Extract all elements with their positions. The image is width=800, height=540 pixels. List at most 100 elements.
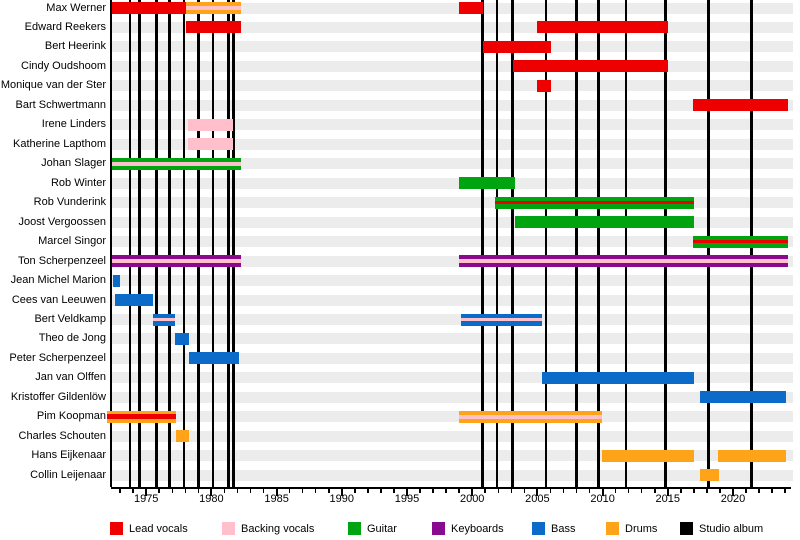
axis-minor-tick xyxy=(184,489,187,493)
axis-minor-tick xyxy=(706,489,708,493)
axis-minor-tick xyxy=(497,489,500,493)
member-row-band xyxy=(111,158,793,170)
role-bar xyxy=(187,118,233,131)
year-label: 1985 xyxy=(264,493,289,505)
member-label: Jan van Olffen xyxy=(35,371,106,384)
role-bar xyxy=(114,294,153,307)
member-row-band xyxy=(111,372,793,384)
member-label: Monique van der Ster xyxy=(0,79,106,92)
role-bar xyxy=(692,99,788,112)
axis-minor-tick xyxy=(314,489,317,493)
role-bar xyxy=(174,332,190,345)
axis-major-tick xyxy=(471,489,474,496)
axis-minor-tick xyxy=(640,489,643,493)
member-row-band xyxy=(111,177,793,189)
album-line xyxy=(544,0,548,487)
legend-label: Guitar xyxy=(367,523,397,535)
axis-minor-tick xyxy=(771,489,773,493)
legend-label: Studio album xyxy=(699,523,764,535)
axis-major-tick xyxy=(275,489,278,496)
member-label: Cees van Leeuwen xyxy=(11,293,106,306)
member-label: Jean Michel Marion xyxy=(10,274,106,287)
member-label: Rob Winter xyxy=(50,176,106,189)
role-bar xyxy=(107,410,176,423)
member-label: Collin Leijenaar xyxy=(30,468,106,481)
legend-swatch-backing xyxy=(222,522,235,535)
member-label: Theo de Jong xyxy=(38,332,106,345)
axis-major-tick xyxy=(406,489,408,496)
axis-major-tick xyxy=(210,489,213,496)
member-label: Bert Heerink xyxy=(44,40,106,53)
axis-minor-tick xyxy=(197,489,200,493)
year-label: 2010 xyxy=(590,493,615,505)
album-line xyxy=(155,0,158,487)
plot-left-border xyxy=(109,0,113,487)
axis-minor-tick xyxy=(367,489,369,493)
axis-minor-tick xyxy=(680,489,682,493)
member-row-band xyxy=(111,255,793,267)
secondary-role-stripe xyxy=(459,415,602,419)
axis-minor-tick xyxy=(549,489,552,493)
member-row-band xyxy=(111,411,793,423)
member-row-band xyxy=(111,138,793,150)
member-label: Bart Schwertmann xyxy=(15,98,106,111)
axis-minor-tick xyxy=(158,489,160,493)
axis-minor-tick xyxy=(575,489,578,493)
role-bar xyxy=(185,2,242,14)
member-label: Kristoffer Gildenlöw xyxy=(10,390,106,403)
axis-minor-tick xyxy=(614,489,617,493)
legend-swatch-bass xyxy=(532,522,545,535)
member-row-band xyxy=(111,2,793,14)
album-line xyxy=(664,0,667,487)
member-row-band xyxy=(111,333,793,345)
axis-minor-tick xyxy=(445,489,447,493)
axis-minor-tick xyxy=(262,489,265,493)
axis-major-tick xyxy=(145,489,148,496)
member-label: Bert Veldkamp xyxy=(34,313,106,326)
secondary-role-stripe xyxy=(112,162,242,166)
axis-minor-tick xyxy=(132,489,134,493)
album-line xyxy=(197,0,200,487)
member-label: Rob Vunderink xyxy=(33,196,106,209)
role-bar xyxy=(692,235,788,248)
axis-minor-tick xyxy=(119,489,121,493)
role-bar xyxy=(483,40,552,53)
role-bar xyxy=(541,371,694,384)
axis-minor-tick xyxy=(301,489,304,493)
member-label: Cindy Oudshoom xyxy=(21,59,106,72)
album-line xyxy=(481,0,484,487)
axis-minor-tick xyxy=(380,489,382,493)
member-label: Joost Vergoossen xyxy=(18,215,106,228)
year-label: 2015 xyxy=(655,493,681,505)
member-label: Marcel Singor xyxy=(38,235,106,248)
role-bar xyxy=(459,177,516,190)
year-label: 1990 xyxy=(329,493,355,505)
axis-minor-tick xyxy=(784,489,786,493)
legend-swatch-drums xyxy=(606,522,619,535)
legend-label: Keyboards xyxy=(451,523,504,535)
album-line xyxy=(227,0,230,487)
album-line xyxy=(495,0,499,487)
legend-swatch-lead xyxy=(110,522,123,535)
member-row-band xyxy=(111,60,793,72)
album-line xyxy=(211,0,214,487)
axis-minor-tick xyxy=(719,489,721,493)
legend-label: Lead vocals xyxy=(129,523,188,535)
album-line xyxy=(597,0,600,487)
axis-minor-tick xyxy=(328,489,330,493)
role-bar xyxy=(512,60,668,73)
role-bar xyxy=(112,2,186,14)
axis-minor-tick xyxy=(419,489,421,493)
member-row-band xyxy=(111,275,793,287)
year-label: 2020 xyxy=(720,493,746,505)
role-bar xyxy=(459,2,484,14)
role-bar xyxy=(112,157,242,170)
member-row-band xyxy=(111,469,793,481)
member-label: Peter Scherpenzeel xyxy=(9,351,106,364)
role-bar xyxy=(495,196,694,209)
secondary-role-stripe xyxy=(461,317,542,322)
year-label: 1980 xyxy=(199,493,224,505)
legend-label: Drums xyxy=(625,523,658,535)
member-row-band xyxy=(111,99,793,111)
